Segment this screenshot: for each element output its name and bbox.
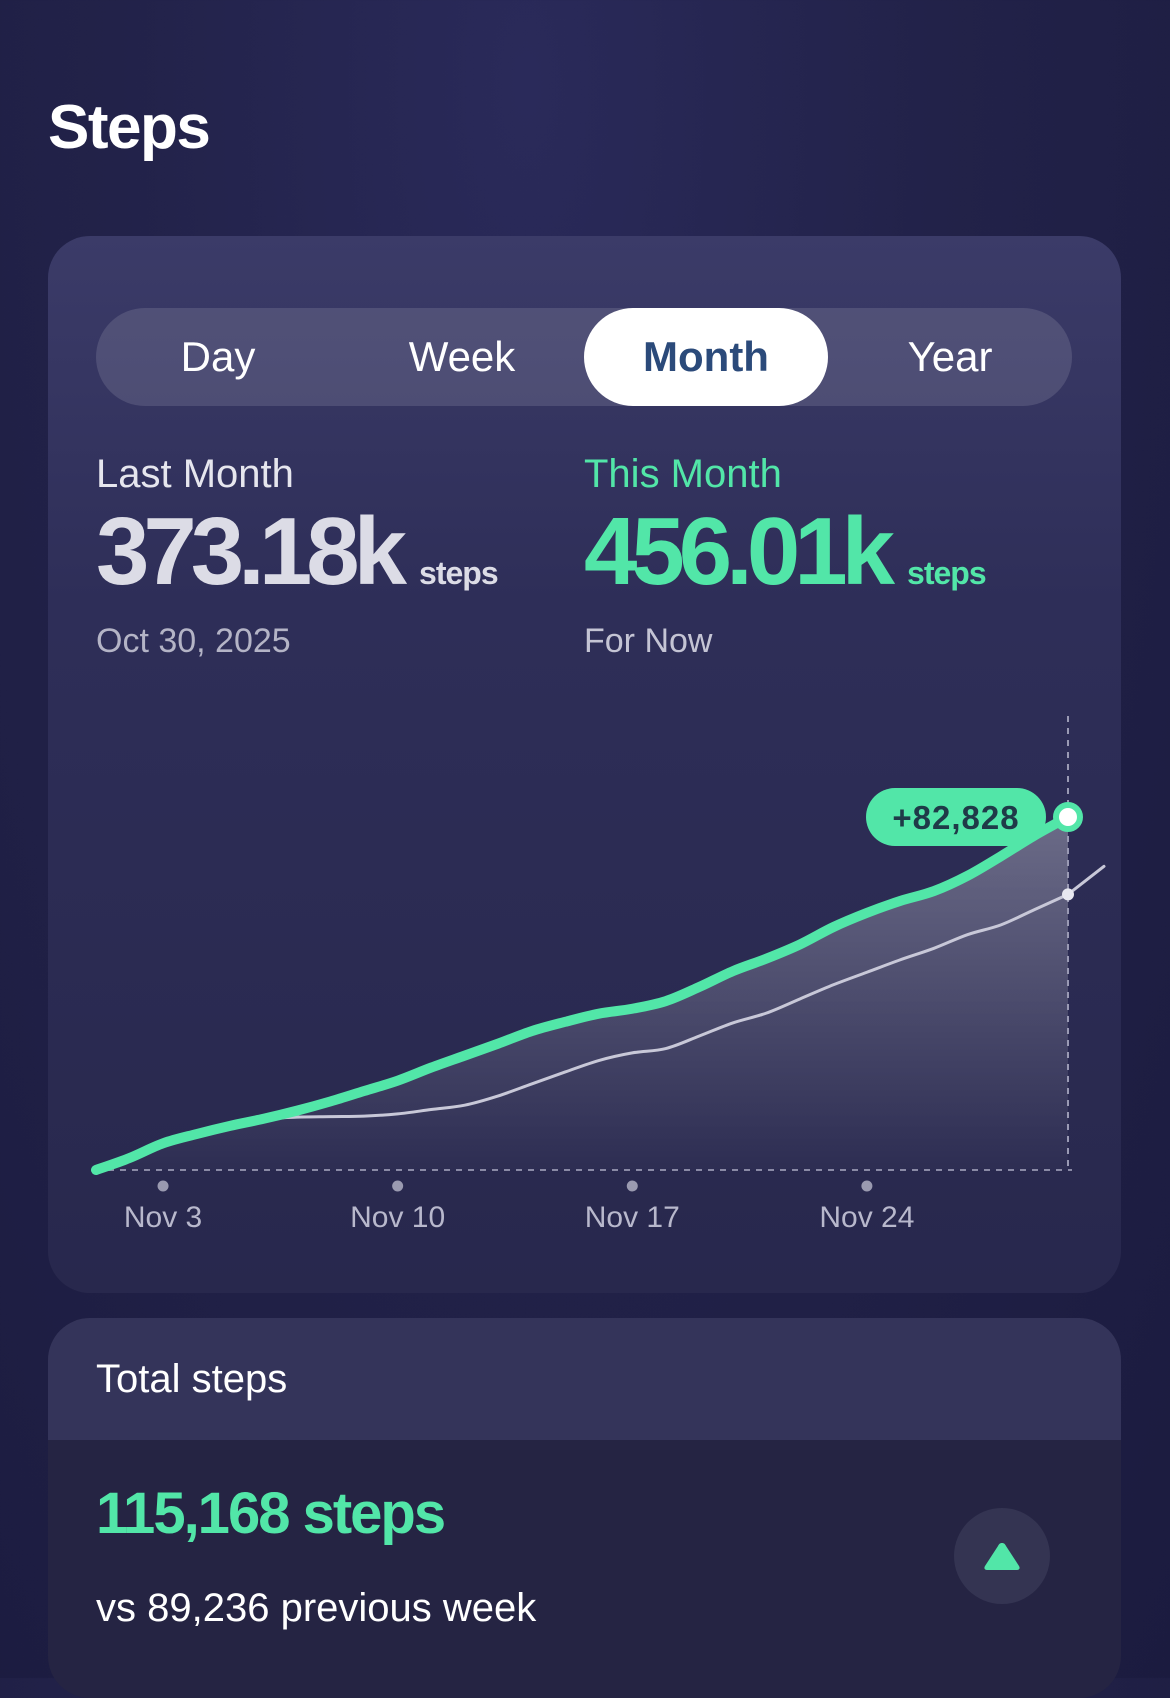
this-month-stat: This Month 456.01k steps For Now <box>584 452 987 661</box>
x-tick-label-2: Nov 17 <box>585 1201 680 1234</box>
current-month-line <box>91 812 1073 1175</box>
x-tick-dot-1 <box>392 1180 404 1192</box>
previous-period-end-point <box>1062 888 1074 901</box>
last-month-label: Last Month <box>96 452 294 496</box>
total-steps-header: Total steps <box>48 1318 1121 1440</box>
triangle-up-icon <box>984 1543 1020 1570</box>
last-month-unit: steps <box>419 555 499 591</box>
x-tick-dot-0 <box>157 1180 169 1192</box>
steps-line-chart[interactable]: +82,828 Nov 3 Nov 10 Nov 17 Nov 24 <box>48 236 1121 1293</box>
x-tick-label-3: Nov 24 <box>819 1201 914 1234</box>
x-tick-dot-3 <box>861 1180 873 1192</box>
previous-week-comparison: vs 89,236 previous week <box>96 1586 537 1630</box>
difference-badge-label: +82,828 <box>892 799 1019 836</box>
x-tick-label-1: Nov 10 <box>350 1201 445 1234</box>
last-month-value: 373.18k <box>96 498 407 605</box>
tab-day[interactable]: Day <box>180 333 256 380</box>
steps-summary-card: Day Week Month Year Last Month 373.18k s… <box>48 236 1121 1293</box>
page-title: Steps <box>48 93 211 162</box>
this-month-label: This Month <box>584 452 782 496</box>
total-steps-card: Total steps 115,168 steps vs 89,236 prev… <box>48 1318 1121 1698</box>
x-tick-dot-2 <box>626 1180 638 1192</box>
last-month-date: Oct 30, 2025 <box>96 622 291 660</box>
this-month-value: 456.01k <box>584 498 895 605</box>
total-steps-value: 115,168 steps <box>96 1481 446 1546</box>
previous-period-line-extension <box>1066 864 1106 896</box>
x-tick-label-0: Nov 3 <box>124 1201 202 1234</box>
current-month-area <box>96 817 1068 1170</box>
current-month-end-point <box>1053 802 1083 833</box>
this-month-unit: steps <box>907 555 987 591</box>
difference-badge <box>866 788 1046 847</box>
period-selector: Day Week Month Year <box>96 308 1072 406</box>
trend-button[interactable] <box>954 1508 1050 1604</box>
tab-week[interactable]: Week <box>408 333 516 380</box>
this-month-sub: For Now <box>584 622 713 660</box>
last-month-stat: Last Month 373.18k steps Oct 30, 2025 <box>96 452 499 661</box>
tab-year[interactable]: Year <box>907 333 993 380</box>
tab-month[interactable]: Month <box>584 308 828 406</box>
